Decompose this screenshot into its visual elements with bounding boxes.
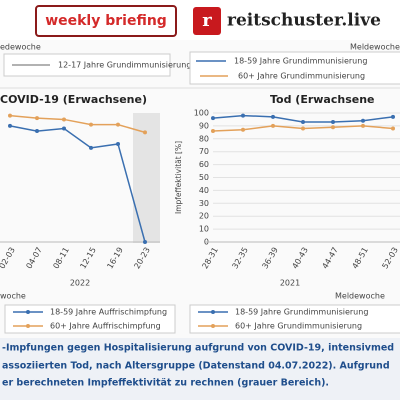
- point: [89, 122, 93, 127]
- y-tick-label: 50: [199, 173, 209, 182]
- y-tick-label: 60: [199, 160, 209, 169]
- point: [301, 120, 305, 125]
- legend-label: 18-59 Jahre Auffrischimpfung: [50, 308, 167, 317]
- y-tick-label: 90: [199, 121, 209, 130]
- y-tick-label: 20: [199, 212, 209, 221]
- legend-box: [189, 51, 400, 85]
- point: [211, 129, 215, 134]
- y-axis-label: Impfeffektivität [%]: [174, 141, 183, 214]
- point: [8, 123, 12, 128]
- y-tick-label: 70: [199, 147, 209, 156]
- series-line: [9, 114, 146, 134]
- y-tick-label: 100: [194, 109, 209, 118]
- brand[interactable]: reitschuster.live: [227, 11, 381, 31]
- legend-marker: [26, 310, 30, 314]
- y-tick-label: 40: [199, 186, 209, 195]
- chart-title: COVID-19 (Erwachsene): [0, 93, 147, 106]
- point: [35, 129, 39, 134]
- legend-marker: [211, 310, 215, 314]
- badge-text[interactable]: weekly briefing: [45, 13, 167, 29]
- point: [211, 116, 215, 121]
- point: [271, 114, 275, 119]
- logo-icon[interactable]: [193, 7, 221, 35]
- y-tick-label: 30: [199, 199, 209, 208]
- point: [361, 118, 365, 123]
- series-line: [9, 125, 146, 243]
- legend-marker: [211, 324, 215, 328]
- point: [62, 117, 66, 122]
- point: [143, 130, 147, 135]
- point: [8, 113, 12, 118]
- point: [271, 123, 275, 128]
- x-axis-label: woche: [0, 292, 26, 301]
- legend-label: 12-17 Jahre Grundimmunisierung: [58, 61, 191, 70]
- legend-box: [189, 304, 400, 334]
- logo-letter: r: [202, 10, 212, 31]
- y-tick-label: 80: [199, 134, 209, 143]
- point: [241, 113, 245, 118]
- legend-label: 18-59 Jahre Grundimmunisierung: [234, 57, 367, 66]
- legend-label: 60+ Jahre Grundimmunisierung: [235, 322, 362, 331]
- point: [62, 126, 66, 131]
- legend-box: [3, 53, 171, 77]
- point: [89, 145, 93, 150]
- point: [116, 141, 120, 146]
- x-axis-label: Meldewoche: [335, 292, 385, 301]
- point: [391, 114, 395, 119]
- caption-line: assoziierten Tod, nach Altersgruppe (Dat…: [2, 361, 390, 372]
- badge-box[interactable]: [35, 5, 177, 37]
- caption-line: -Impfungen gegen Hospitalisierung aufgru…: [2, 343, 394, 354]
- legend-label: 60+ Jahre Grundimmunisierung: [238, 72, 365, 81]
- point: [301, 126, 305, 131]
- y-tick-label: 10: [199, 225, 209, 234]
- chart-title: Tod (Erwachsene: [270, 93, 375, 106]
- x-group-label: 2021: [280, 279, 300, 288]
- point: [241, 127, 245, 132]
- point: [391, 126, 395, 131]
- caption-bg: [0, 338, 400, 400]
- caption-line: er berechneten Impfeffektivität zu rechn…: [2, 378, 329, 389]
- uncertainty-region: [133, 113, 160, 243]
- legend-label: 18-59 Jahre Grundimmunisierung: [235, 308, 368, 317]
- point: [35, 116, 39, 121]
- x-group-label: 2022: [70, 279, 90, 288]
- point: [143, 240, 147, 244]
- legend-marker: [26, 324, 30, 328]
- axis-label: Meldewoche: [350, 43, 400, 52]
- legend-label: 60+ Jahre Auffrischimpfung: [50, 322, 161, 331]
- point: [331, 120, 335, 125]
- axis-label: edewoche: [0, 43, 41, 52]
- point: [116, 122, 120, 127]
- legend-box: [4, 304, 176, 334]
- point: [331, 125, 335, 130]
- point: [361, 123, 365, 128]
